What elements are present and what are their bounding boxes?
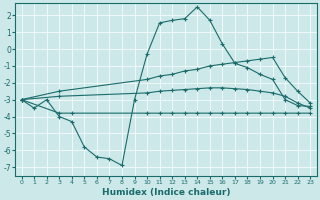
X-axis label: Humidex (Indice chaleur): Humidex (Indice chaleur) (102, 188, 230, 197)
